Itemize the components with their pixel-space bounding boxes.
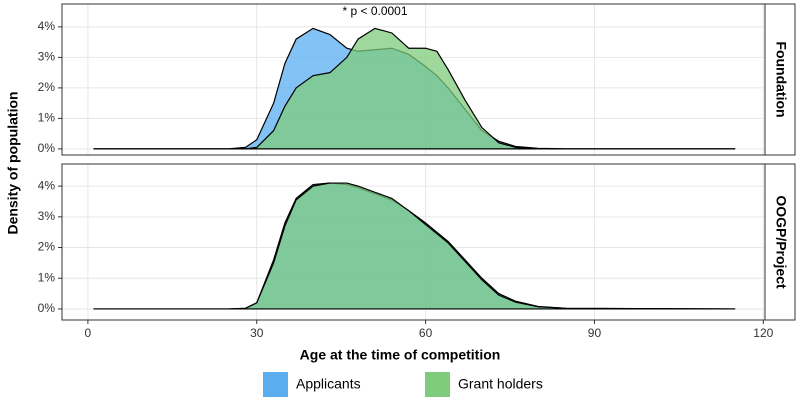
- y-tick-label: 0%: [38, 141, 56, 155]
- legend-swatch: [263, 372, 288, 397]
- facet-strip: [764, 163, 796, 321]
- y-tick-label: 3%: [38, 50, 56, 64]
- legend-swatch: [425, 372, 450, 397]
- y-tick-label: 4%: [38, 178, 56, 192]
- annotation: * p < 0.0001: [342, 4, 407, 18]
- y-axis-title: Density of population: [5, 91, 21, 234]
- y-tick-label: 4%: [38, 19, 56, 33]
- x-tick-label: 120: [753, 326, 773, 340]
- x-axis-title: Age at the time of competition: [300, 347, 501, 363]
- density-area: [93, 27, 736, 150]
- y-tick-label: 2%: [38, 80, 56, 94]
- x-tick-label: 30: [250, 326, 264, 340]
- facet-strip: [764, 3, 796, 156]
- legend-label: Applicants: [296, 376, 361, 392]
- x-tick-label: 60: [419, 326, 433, 340]
- y-tick-label: 0%: [38, 301, 56, 315]
- x-tick-label: 90: [588, 326, 602, 340]
- x-tick-label: 0: [85, 326, 92, 340]
- facet-label: OOGP/Project: [773, 195, 789, 289]
- y-tick-label: 2%: [38, 240, 56, 254]
- y-tick-label: 3%: [38, 209, 56, 223]
- density-area: [93, 182, 736, 310]
- y-tick-label: 1%: [38, 270, 56, 284]
- facet-label: Foundation: [773, 41, 789, 117]
- y-tick-label: 1%: [38, 111, 56, 125]
- legend-label: Grant holders: [458, 376, 543, 392]
